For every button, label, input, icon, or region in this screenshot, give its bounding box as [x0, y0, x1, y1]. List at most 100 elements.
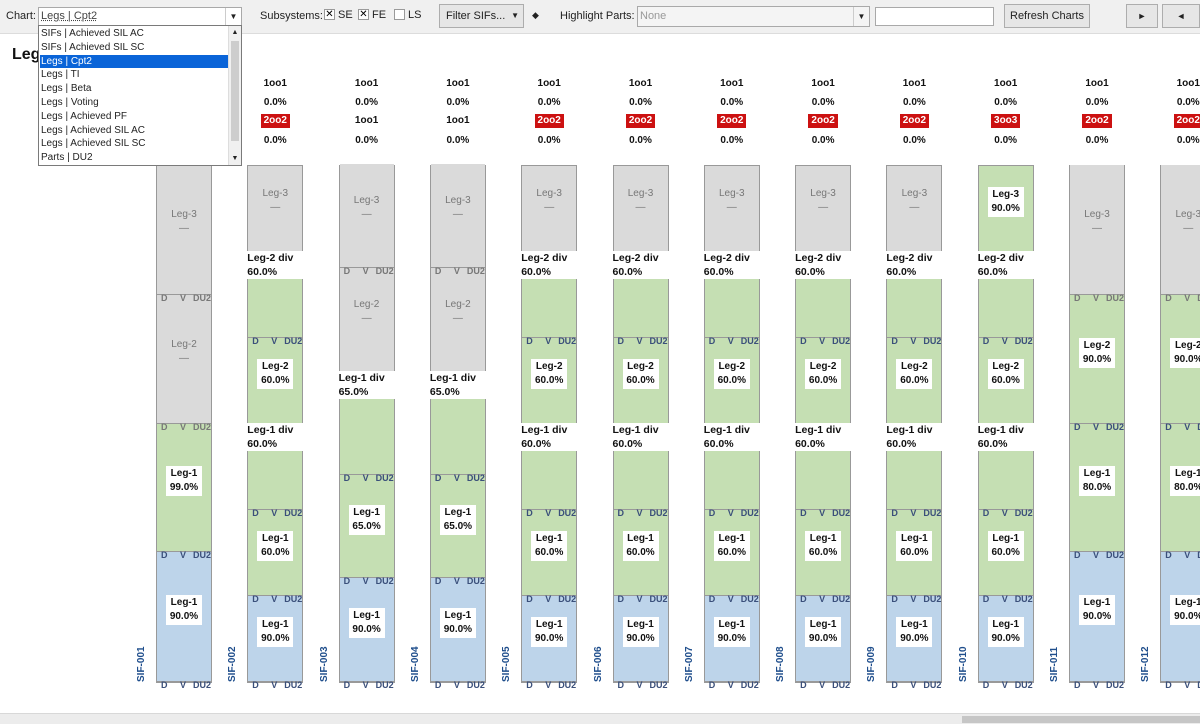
chart-dropdown-list[interactable]: ▲ ▼ SIFs | Achieved SIL AC SIFs | Achieve… [38, 25, 242, 166]
chart-option[interactable]: Legs | Achieved PF [41, 110, 127, 122]
leg-segment[interactable]: Leg-2— D V DU2 [430, 268, 485, 380]
scroll-up-icon[interactable]: ▲ [231, 29, 239, 36]
subsystem-fe-checkbox[interactable]: ✕ [358, 9, 369, 20]
next-button[interactable]: ► [1126, 4, 1158, 28]
leg-segment[interactable]: Leg-2— D V DU2 [157, 295, 211, 432]
leg-segment[interactable]: Leg-1 div 65.0% D V DU2 [335, 371, 398, 483]
leg-segment[interactable]: Leg-2 div 60.0% D V DU2 [883, 251, 946, 346]
subsystem-se-checkbox[interactable]: ✕ [324, 9, 335, 20]
leg-segment[interactable]: Leg-1 div 60.0% D V DU2 [974, 423, 1037, 518]
footer-label: DU2 [284, 508, 303, 518]
leg-segment[interactable]: Leg-1 div 60.0% D V DU2 [792, 423, 855, 518]
scroll-down-icon[interactable]: ▼ [231, 155, 239, 162]
leg-segment[interactable]: Leg-2 div 60.0% D V DU2 [974, 251, 1037, 346]
prev-button[interactable]: ◄ [1162, 4, 1200, 28]
filter-sifs-button[interactable]: Filter SIFs... ▼ [439, 4, 524, 28]
leg-segment[interactable]: Leg-260.0% D V DU2 [887, 338, 941, 432]
chart-option[interactable]: SIFs | Achieved SIL SC [41, 41, 145, 53]
leg-segment[interactable]: Leg-2 div 60.0% D V DU2 [700, 251, 763, 346]
search-input[interactable] [875, 7, 994, 26]
scroll-thumb[interactable] [231, 41, 239, 141]
leg-segment[interactable]: Leg-2 div 60.0% D V DU2 [244, 251, 307, 346]
leg-segment[interactable]: Leg-260.0% D V DU2 [704, 338, 759, 432]
leg-label: Leg-2 60.0% [713, 359, 750, 389]
footer-label: D [252, 594, 259, 604]
leg-segment[interactable]: Leg-260.0% D V DU2 [796, 338, 850, 432]
chart-option[interactable]: Legs | Achieved SIL SC [41, 138, 146, 150]
leg-segment[interactable]: Leg-1 60.0% D V DU2 [613, 510, 668, 604]
chart-option[interactable]: Legs | TI [41, 69, 80, 81]
leg-segment[interactable]: Leg-1 60.0% D V DU2 [248, 510, 302, 604]
chart-option[interactable]: Parts | DU2 [41, 152, 93, 164]
leg-segment[interactable]: Leg-1 65.0% D V DU2 [339, 475, 394, 586]
leg-segment[interactable]: Leg-1 65.0% D V DU2 [430, 475, 485, 586]
horizontal-scrollbar[interactable] [0, 713, 1200, 724]
dropdown-scrollbar[interactable]: ▲ ▼ [228, 26, 241, 165]
refresh-charts-button[interactable]: Refresh Charts [1004, 4, 1090, 28]
leg-segment[interactable]: Leg-1 div 60.0% D V DU2 [518, 423, 581, 518]
leg-segment[interactable]: Leg-260.0% D V DU2 [978, 338, 1033, 432]
leg-segment[interactable]: Leg-1 99.0% D V DU2 [157, 424, 211, 560]
chart-option[interactable]: Legs | Achieved SIL AC [41, 124, 145, 136]
sif-header-value: 0.0% [537, 97, 561, 108]
leg-segment[interactable]: Leg-1 60.0% D V DU2 [704, 510, 759, 604]
leg-label: Leg-3— [445, 195, 471, 220]
chart-option[interactable]: Legs | Voting [41, 97, 99, 108]
leg-segment[interactable]: Leg-180.0% D V DU2 [1161, 424, 1200, 560]
sif-header-value: 1oo1 [446, 78, 470, 89]
leg-segment[interactable]: Leg-2 div 60.0% D V DU2 [518, 251, 581, 346]
chevron-down-icon[interactable]: ▼ [853, 7, 869, 26]
highlight-parts-select[interactable]: None ▼ [637, 6, 870, 27]
leg-segment[interactable]: Leg-1 div 60.0% D V DU2 [883, 423, 946, 518]
chart-option[interactable]: Legs | Cpt2 [40, 54, 228, 69]
leg-segment[interactable]: Leg-1 div 60.0% D V DU2 [700, 423, 763, 518]
leg-segment[interactable]: Leg-1 div 60.0% D V DU2 [244, 423, 307, 518]
subsystem-ls-checkbox[interactable] [394, 9, 405, 20]
leg-segment[interactable]: Leg-260.0% D V DU2 [613, 338, 668, 432]
horizontal-scroll-thumb[interactable] [962, 716, 1200, 723]
leg-segment[interactable]: Leg-1 60.0% D V DU2 [522, 510, 576, 604]
leg-segment[interactable]: Leg-1 60.0% D V DU2 [887, 510, 941, 604]
leg-segment[interactable]: Leg-260.0% D V DU2 [522, 338, 576, 432]
leg-segment[interactable]: Leg-1 60.0% D V DU2 [796, 510, 850, 604]
leg-segment[interactable]: Leg-2— D V DU2 [339, 268, 394, 380]
chart-option[interactable]: SIFs | Achieved SIL AC [41, 28, 144, 39]
leg-segment[interactable]: Leg-1 div 65.0% D V DU2 [426, 371, 489, 483]
sif-header-value: 1oo1 [354, 115, 379, 126]
leg-segment[interactable]: Leg-1 div 60.0% D V DU2 [609, 423, 672, 518]
leg-segment[interactable]: Leg-190.0% D V DU2 [1161, 552, 1200, 690]
chevron-down-icon[interactable]: ▼ [225, 8, 241, 25]
chart-option[interactable]: Legs | Beta [41, 83, 92, 95]
leg-segment[interactable]: Leg-260.0% D V DU2 [248, 338, 302, 432]
leg-segment[interactable]: Leg-2 div 60.0% D V DU2 [792, 251, 855, 346]
chart-select[interactable]: Legs | Cpt2 ▼ [38, 7, 242, 26]
leg-segment[interactable]: Leg-1 60.0% D V DU2 [978, 510, 1033, 604]
leg-segment[interactable]: Leg-2 div 60.0% D V DU2 [609, 251, 672, 346]
leg-segment[interactable]: Leg-290.0% D V DU2 [1161, 295, 1200, 432]
